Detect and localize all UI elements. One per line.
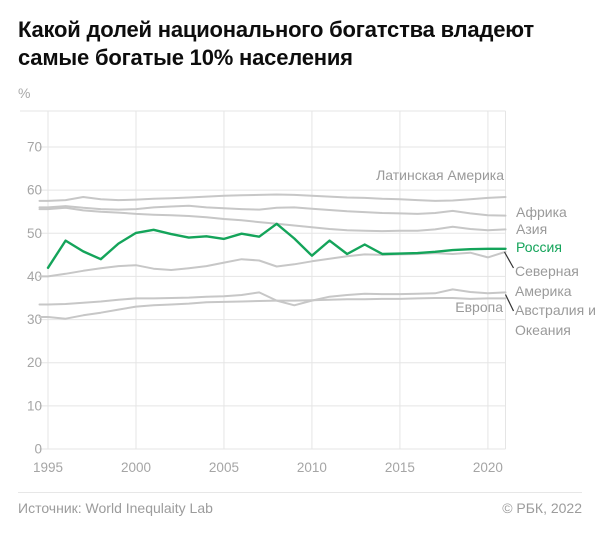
series-line-latam: [38, 193, 507, 202]
series-line-na: [38, 250, 507, 278]
series-line-europe: [38, 288, 507, 307]
y-tick-label: 70: [27, 139, 42, 154]
series-line-africa: [38, 204, 507, 217]
y-tick-label: 50: [27, 226, 42, 241]
x-tick-label: 2015: [385, 460, 415, 475]
x-tick-label: 2005: [209, 460, 239, 475]
leader-line-north-america: [503, 251, 515, 269]
y-tick-label: 20: [27, 355, 42, 370]
series-line-oceania: [38, 297, 507, 320]
leader-line-oceania: [504, 294, 515, 312]
x-tick-label: 2000: [121, 460, 151, 475]
y-tick-label: 30: [27, 312, 42, 327]
series-line-asia: [38, 206, 507, 233]
footer-divider: [18, 492, 582, 493]
source-credit: Источник: World Inequlaity Lab: [18, 500, 213, 516]
y-tick-label: 60: [27, 183, 42, 198]
copyright-note: © РБК, 2022: [502, 500, 582, 516]
y-tick-label: 0: [34, 442, 42, 457]
x-tick-label: 2010: [297, 460, 327, 475]
chart-title: Какой долей национального богатства влад…: [18, 17, 534, 70]
y-tick-label: 10: [27, 398, 42, 413]
x-tick-label: 2020: [473, 460, 503, 475]
series-line-russia: [46, 222, 507, 269]
y-tick-label: 40: [27, 269, 42, 284]
y-axis-unit-label: %: [18, 85, 31, 101]
x-tick-label: 1995: [33, 460, 63, 475]
